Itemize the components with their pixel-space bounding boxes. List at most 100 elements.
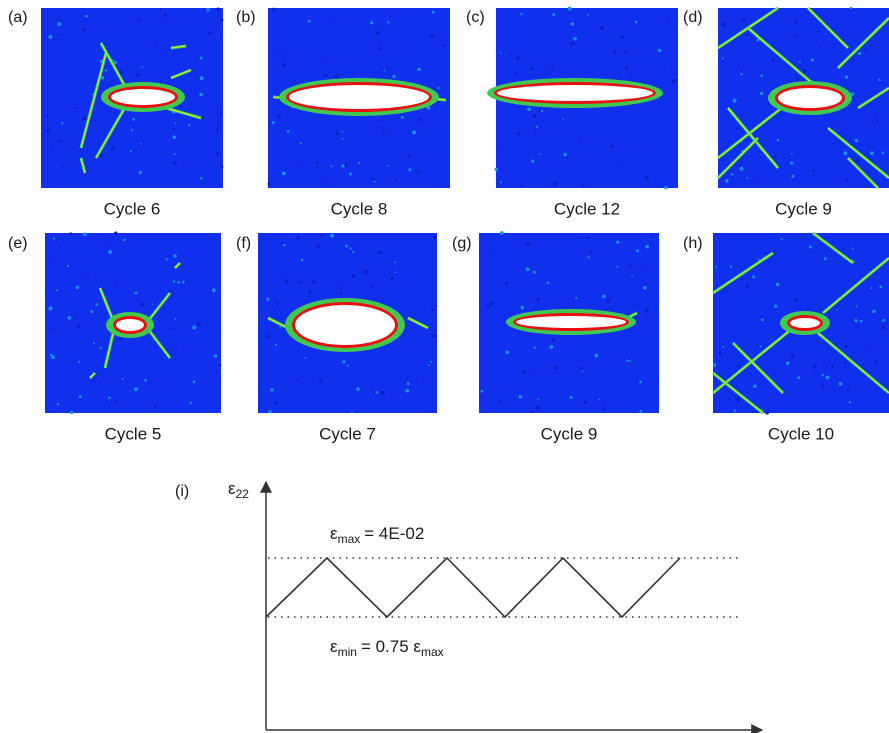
speckle [349, 173, 352, 176]
speckle [722, 346, 724, 348]
speckle [629, 73, 631, 75]
speckle [776, 283, 780, 287]
speckle [639, 410, 642, 413]
speckle [849, 401, 851, 403]
speckle [144, 379, 147, 382]
speckle [300, 142, 302, 144]
speckle [777, 139, 780, 142]
speckle [274, 401, 278, 405]
speckle [93, 342, 95, 344]
speckle [554, 366, 557, 369]
micrograph-panel: (a)Cycle 6 [8, 8, 223, 219]
speckle [79, 395, 82, 398]
speckle [209, 31, 212, 34]
text-run: = 4E-02 [364, 524, 424, 543]
speckle [324, 183, 326, 185]
speckle [774, 305, 777, 308]
speckle [765, 411, 769, 415]
speckle [794, 21, 797, 24]
speckle [62, 239, 64, 241]
speckle [539, 153, 541, 155]
speckle [153, 44, 155, 46]
speckle [200, 76, 204, 80]
speckle [767, 103, 769, 105]
speckle [594, 354, 598, 358]
speckle [371, 286, 374, 289]
speckle [746, 177, 748, 179]
speckle [281, 242, 283, 244]
speckle [110, 237, 112, 239]
speckle [49, 328, 52, 331]
speckle [852, 247, 854, 249]
speckle [736, 128, 738, 130]
speckle [53, 238, 55, 240]
speckle [760, 92, 763, 95]
speckle [85, 15, 88, 18]
speckle [850, 7, 852, 9]
speckle [759, 345, 761, 347]
speckle [790, 161, 793, 164]
speckle [500, 181, 502, 183]
micrograph [718, 7, 889, 188]
micrograph-panel: (g)Cycle 9 [452, 231, 659, 443]
speckle [115, 283, 117, 285]
speckle [774, 155, 777, 158]
speckle [279, 52, 281, 54]
speckle [725, 179, 729, 183]
speckle [645, 309, 649, 313]
speckle [584, 401, 587, 404]
panel-label: (b) [236, 9, 256, 26]
speckle [856, 159, 860, 163]
speckle [82, 28, 85, 31]
speckle [312, 280, 315, 283]
speckle [505, 350, 509, 354]
panel-label: (i) [175, 483, 189, 500]
speckle [334, 22, 336, 24]
speckle [108, 397, 111, 400]
speckle [70, 411, 73, 414]
subscript: max [421, 645, 444, 659]
speckle [536, 406, 540, 410]
speckle [881, 151, 884, 154]
speckle [721, 22, 725, 26]
speckle [419, 118, 422, 121]
speckle [316, 161, 319, 164]
speckle [856, 325, 858, 327]
speckle [786, 362, 789, 365]
speckle [339, 287, 342, 290]
panel-label: (f) [236, 235, 251, 252]
speckle [505, 282, 508, 285]
speckle [821, 374, 824, 377]
speckle [268, 410, 271, 413]
speckle [67, 316, 71, 320]
speckle [845, 76, 848, 79]
speckle [48, 35, 52, 39]
speckle [869, 346, 871, 348]
speckle [753, 384, 757, 388]
panel-caption: Cycle 9 [541, 424, 598, 443]
speckle [319, 379, 322, 382]
micrograph [713, 233, 889, 415]
speckle [503, 182, 505, 184]
speckle [122, 378, 124, 380]
speckle [734, 410, 736, 412]
speckle [587, 14, 589, 16]
speckle [182, 281, 185, 284]
speckle [575, 297, 577, 299]
panel-caption: Cycle 6 [104, 199, 161, 218]
speckle [870, 287, 872, 289]
speckle [67, 265, 69, 267]
speckle [389, 15, 391, 17]
speckle [658, 49, 661, 52]
speckle [407, 382, 410, 385]
speckle [109, 242, 111, 244]
speckle [391, 277, 394, 280]
panel-caption: Cycle 7 [319, 424, 376, 443]
speckle [521, 306, 525, 310]
speckle [379, 47, 382, 50]
subscript: min [338, 645, 357, 659]
speckle [579, 141, 581, 143]
speckle [62, 166, 64, 168]
speckle [267, 182, 270, 185]
speckle [141, 66, 143, 68]
